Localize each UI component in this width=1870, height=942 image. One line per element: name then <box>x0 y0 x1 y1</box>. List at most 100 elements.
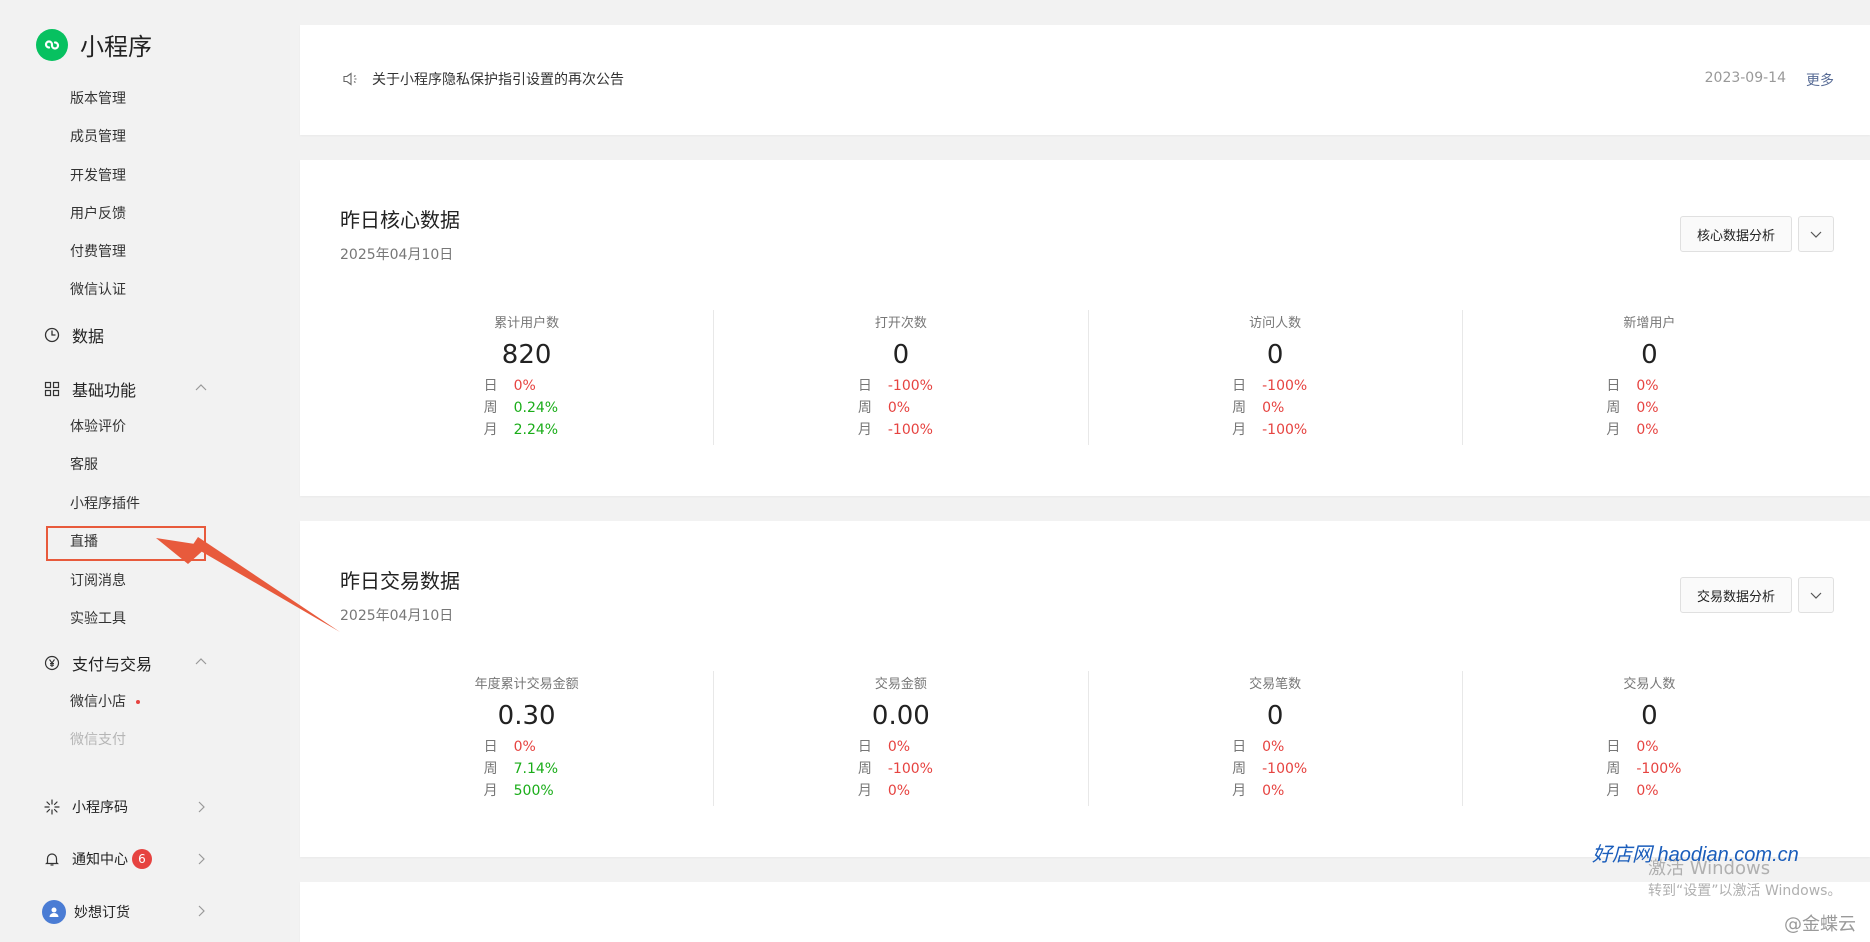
period-label: 日 <box>1606 378 1621 394</box>
change-value: 0% <box>1636 378 1659 394</box>
sidebar-group-payment[interactable]: 支付与交易 <box>42 651 152 675</box>
metric-column: 累计用户数 820 日 0% 周 0.24% 月 2.24% <box>340 310 713 445</box>
metric-column: 交易金额 0.00 日 0% 周 -100% 月 0% <box>713 671 1087 806</box>
sidebar-item-rating[interactable]: 体验评价 <box>70 419 126 435</box>
bell-icon <box>42 849 62 869</box>
chevron-up-icon[interactable] <box>193 380 209 396</box>
metric-value: 820 <box>501 340 552 370</box>
metric-change-row: 月 -100% <box>858 419 944 441</box>
chevron-right-icon[interactable] <box>193 799 209 815</box>
metric-column: 交易人数 0 日 0% 周 -100% 月 0% <box>1461 671 1836 806</box>
sidebar-item-customer-service[interactable]: 客服 <box>70 457 98 473</box>
metric-label: 年度累计交易金额 <box>474 677 579 692</box>
annotation-highlight-box <box>46 526 206 561</box>
change-value: 0% <box>887 400 911 416</box>
metric-changes: 日 0% 周 -100% 月 0% <box>1606 736 1692 802</box>
chevron-up-icon[interactable] <box>193 654 209 670</box>
core-analysis-button[interactable]: 核心数据分析 <box>1679 216 1792 252</box>
period-label: 周 <box>1606 761 1621 777</box>
sidebar-group-label: 支付与交易 <box>72 655 153 674</box>
metric-change-row: 周 -100% <box>1232 758 1318 780</box>
sidebar-item-weixin-shop[interactable]: 微信小店 <box>70 692 140 712</box>
period-label: 周 <box>1606 400 1621 416</box>
sidebar-item-plugins[interactable]: 小程序插件 <box>70 496 140 512</box>
chevron-down-icon <box>1810 592 1822 599</box>
trade-dropdown-button[interactable] <box>1798 577 1834 613</box>
chevron-down-icon <box>1810 231 1822 238</box>
metric-label: 打开次数 <box>874 316 927 331</box>
yen-icon <box>42 653 62 673</box>
grid-icon <box>42 379 62 399</box>
metric-column: 打开次数 0 日 -100% 周 0% 月 -100% <box>713 310 1087 445</box>
metric-changes: 日 0% 周 7.14% 月 500% <box>484 736 570 802</box>
chevron-right-icon[interactable] <box>193 851 209 867</box>
more-link[interactable]: 更多 <box>1806 73 1834 89</box>
sidebar-item-weixin-pay[interactable]: 微信支付 <box>70 732 126 748</box>
sidebar-item-members[interactable]: 成员管理 <box>70 129 126 145</box>
new-dot-indicator <box>136 700 140 704</box>
period-label: 月 <box>483 783 498 799</box>
sidebar-group-data[interactable]: 数据 <box>42 323 104 347</box>
period-label: 日 <box>857 378 872 394</box>
avatar <box>42 900 66 924</box>
period-label: 月 <box>1606 783 1621 799</box>
metric-change-row: 月 2.24% <box>484 419 570 441</box>
metric-change-row: 月 0% <box>858 780 944 802</box>
metric-change-row: 日 0% <box>484 736 570 758</box>
activate-windows-title: 激活 Windows <box>1648 858 1771 879</box>
sidebar-group-basic[interactable]: 基础功能 <box>42 377 136 401</box>
sidebar-item-live[interactable]: 直播 <box>70 534 98 550</box>
period-label: 周 <box>857 761 872 777</box>
change-value: 0% <box>887 739 911 755</box>
brand[interactable]: 小程序 <box>36 27 152 62</box>
sidebar-item-feedback[interactable]: 用户反馈 <box>70 206 126 222</box>
sidebar-group-qrcode[interactable]: 小程序码 <box>42 797 128 817</box>
metric-change-row: 日 -100% <box>1232 375 1318 397</box>
notice-link[interactable]: 关于小程序隐私保护指引设置的再次公告 <box>342 69 624 89</box>
metric-label: 新增用户 <box>1623 316 1676 331</box>
metric-change-row: 月 -100% <box>1232 419 1318 441</box>
period-label: 周 <box>483 761 498 777</box>
change-value: 2.24% <box>513 422 559 438</box>
metric-change-row: 周 0% <box>1606 397 1692 419</box>
period-label: 月 <box>1232 783 1247 799</box>
sidebar-group-label: 小程序码 <box>72 800 128 816</box>
sidebar-group-notifications[interactable]: 通知中心 6 <box>42 849 152 869</box>
chevron-right-icon[interactable] <box>193 903 209 919</box>
trade-analysis-button[interactable]: 交易数据分析 <box>1679 577 1792 613</box>
sidebar-item-billing[interactable]: 付费管理 <box>70 244 126 260</box>
change-value: -100% <box>1636 761 1682 777</box>
period-label: 周 <box>1232 761 1247 777</box>
next-card <box>300 882 1870 942</box>
period-label: 月 <box>1232 422 1247 438</box>
period-label: 日 <box>1606 739 1621 755</box>
sidebar-item-dev[interactable]: 开发管理 <box>70 168 126 184</box>
change-value: 0% <box>513 378 536 394</box>
core-dropdown-button[interactable] <box>1798 216 1834 252</box>
notification-count-badge: 6 <box>132 849 152 869</box>
brand-title: 小程序 <box>80 33 152 61</box>
notice-text: 关于小程序隐私保护指引设置的再次公告 <box>372 72 624 88</box>
sidebar-item-certification[interactable]: 微信认证 <box>70 282 126 298</box>
sidebar-item-experiments[interactable]: 实验工具 <box>70 611 126 627</box>
metric-change-row: 周 -100% <box>858 758 944 780</box>
core-data-card: 昨日核心数据 2025年04月10日 核心数据分析 累计用户数 820 日 0% 周 0.… <box>300 160 1870 496</box>
change-value: -100% <box>887 422 933 438</box>
metric-value: 0 <box>1266 340 1284 370</box>
sidebar-item-label: 微信小店 <box>70 694 126 710</box>
change-value: 0% <box>1636 739 1659 755</box>
sidebar-item-subscription[interactable]: 订阅消息 <box>70 573 126 589</box>
metrics-row: 累计用户数 820 日 0% 周 0.24% 月 2.24% 打开次数 0 日 -100% 周 0% 月 -1… <box>340 310 1836 445</box>
metric-change-row: 周 0.24% <box>484 397 570 419</box>
metric-changes: 日 0% 周 -100% 月 0% <box>1232 736 1318 802</box>
sidebar-group-account[interactable]: 妙想订货 <box>42 900 130 924</box>
period-label: 日 <box>1232 378 1247 394</box>
section-title: 昨日交易数据 <box>340 569 460 593</box>
period-label: 月 <box>857 783 872 799</box>
period-label: 日 <box>1232 739 1247 755</box>
change-value: 0% <box>1262 400 1285 416</box>
period-label: 月 <box>1606 422 1621 438</box>
sidebar-item-version[interactable]: 版本管理 <box>70 91 126 107</box>
change-value: 7.14% <box>513 761 559 777</box>
period-label: 日 <box>483 739 498 755</box>
